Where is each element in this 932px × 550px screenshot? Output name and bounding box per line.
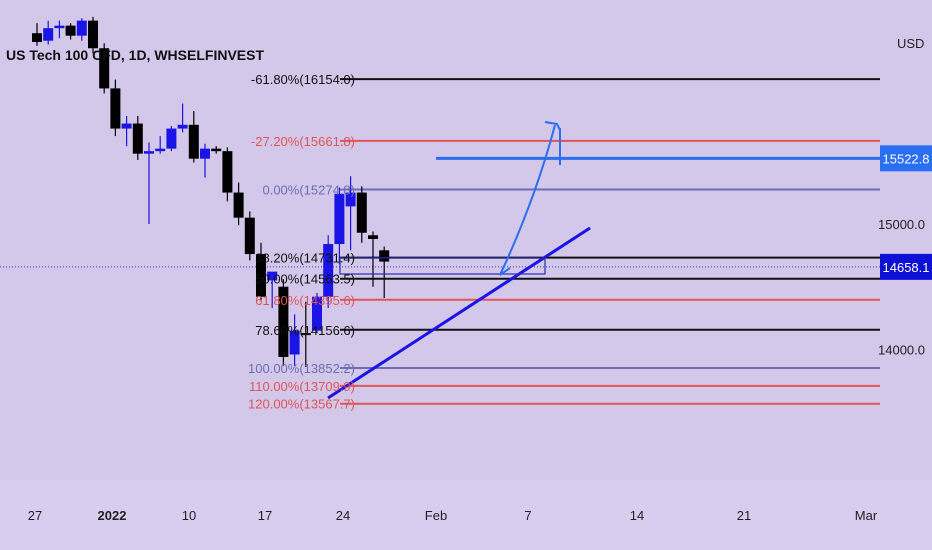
time-axis: 27 2022 10 17 24 Feb 7 14 21 Mar	[28, 508, 878, 523]
candle-body	[32, 33, 42, 42]
candle-body	[368, 235, 378, 240]
candle-body	[121, 123, 132, 129]
price-axis: 15000.0 14000.0 15522.8 14658.1	[878, 145, 932, 357]
fib-label: 110.00%(13709.9)	[249, 379, 355, 394]
range-box[interactable]	[339, 257, 546, 275]
candle-body	[99, 48, 110, 89]
candle-body	[177, 124, 188, 129]
candle-body	[256, 254, 266, 297]
candlesticks	[32, 16, 390, 368]
time-tick: Mar	[855, 508, 878, 523]
candle-body	[356, 192, 367, 233]
candle-body	[334, 193, 345, 245]
trend-line[interactable]	[327, 226, 591, 400]
time-tick: 27	[28, 508, 42, 523]
fib-label: 50.00%(14563.5)	[255, 272, 355, 287]
fib-label: -27.20%(15661.8)	[251, 134, 355, 149]
candle-body	[166, 128, 177, 149]
price-tag	[880, 145, 932, 172]
candle-body	[211, 148, 222, 152]
fib-label: 78.60%(14156.6)	[255, 323, 355, 338]
time-tick: 10	[182, 508, 196, 523]
candle-body	[54, 25, 65, 29]
currency-label: USD	[897, 36, 924, 51]
time-tick: 17	[258, 508, 272, 523]
candle-body	[222, 151, 233, 193]
candle-body	[289, 330, 300, 355]
time-tick: 7	[524, 508, 531, 523]
time-tick: 24	[336, 508, 350, 523]
candle-body	[379, 250, 390, 262]
fib-label: 100.00%(13852.2)	[248, 361, 355, 376]
candle-body	[76, 20, 87, 36]
time-tick: 21	[737, 508, 751, 523]
candle-body	[345, 192, 356, 207]
fib-label: 0.00%(15274.8)	[262, 182, 355, 197]
candle-body	[244, 217, 255, 255]
candle-body	[278, 286, 289, 357]
candle-body	[110, 88, 121, 129]
candle-body	[323, 244, 334, 297]
candle-body	[312, 296, 322, 331]
arrow-tail	[499, 267, 511, 276]
time-tick: Feb	[425, 508, 447, 523]
price-tag-label: 14658.1	[883, 260, 930, 275]
candle-body	[200, 148, 210, 159]
candle-body	[43, 28, 54, 41]
price-tick: 14000.0	[878, 342, 925, 357]
chart-title: US Tech 100 CFD, 1D, WHSELFINVEST	[6, 47, 264, 63]
candle-body	[233, 192, 244, 218]
time-tick: 14	[630, 508, 644, 523]
price-tick: 15000.0	[878, 217, 925, 232]
fibonacci-labels: -61.80%(16154.0) -27.20%(15661.8) 0.00%(15…	[248, 72, 355, 412]
fib-label: 38.20%(14731.4)	[255, 251, 355, 266]
time-axis-background	[0, 480, 932, 550]
fib-label: 120.00%(13567.7)	[248, 397, 355, 412]
candle-body	[65, 25, 76, 36]
candle-body	[144, 151, 154, 154]
fib-label: 61.80%(14395.6)	[255, 293, 355, 308]
candle-body	[132, 123, 143, 154]
candle-body	[267, 271, 278, 281]
candle-body	[188, 124, 199, 159]
price-tag-label: 15522.8	[883, 151, 930, 166]
time-tick: 2022	[98, 508, 127, 523]
candle-body	[88, 20, 98, 49]
fib-label: -61.80%(16154.0)	[251, 72, 355, 87]
drawing-tools	[327, 121, 880, 400]
candle-body	[155, 148, 166, 152]
price-tag	[880, 253, 932, 280]
candle-body	[300, 333, 311, 336]
projection-arrow[interactable]	[499, 124, 556, 276]
